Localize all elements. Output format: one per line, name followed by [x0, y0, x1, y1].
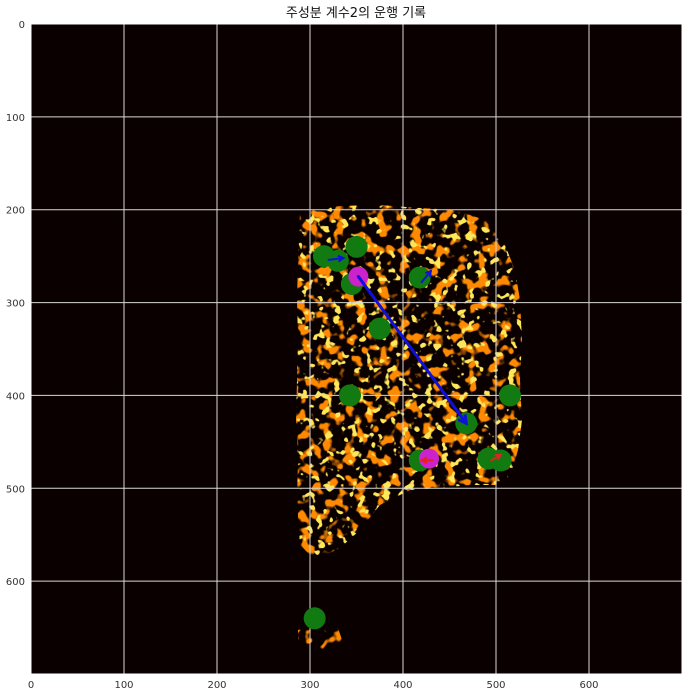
direction-arrow: [327, 257, 345, 261]
green-point: [498, 384, 521, 407]
x-tick-label: 100: [114, 680, 133, 691]
y-tick-label: 300: [6, 299, 25, 310]
green-point: [326, 249, 349, 272]
y-tick-label: 400: [6, 391, 25, 402]
chart-title: 주성분 계수2의 운행 기록: [286, 5, 426, 21]
chart-marks: [303, 235, 521, 630]
island-shape: [298, 626, 342, 652]
green-point: [408, 266, 431, 289]
green-point: [303, 607, 326, 630]
y-tick-label: 100: [6, 113, 25, 124]
y-tick-label: 500: [6, 484, 25, 495]
x-tick-label: 600: [579, 680, 598, 691]
y-tick-label: 200: [6, 206, 25, 217]
x-tick-label: 400: [393, 680, 412, 691]
green-point: [338, 384, 361, 407]
x-tick-label: 300: [300, 680, 319, 691]
x-tick-label: 200: [207, 680, 226, 691]
direction-arrow: [420, 270, 432, 284]
y-tick-label: 600: [6, 577, 25, 588]
trajectory-arrow-head: [457, 414, 469, 426]
plot-frame: [30, 23, 683, 675]
trajectory-arrow: [356, 275, 468, 425]
direction-arrow-head: [424, 269, 433, 278]
green-point: [368, 317, 391, 340]
x-tick-label: 500: [486, 680, 505, 691]
direction-arrow-head: [337, 254, 346, 263]
direction-arrow-head: [494, 453, 503, 461]
x-tick-label: 0: [28, 680, 34, 691]
axis-ticks: 0 100 200 300 400 500 600 0 100 200 300 400 500 600: [6, 20, 599, 691]
green-point: [345, 235, 368, 258]
direction-arrow-head: [419, 456, 428, 465]
magenta-point: [419, 448, 440, 469]
y-tick-label: 0: [19, 20, 25, 31]
grid-lines: [30, 23, 682, 674]
